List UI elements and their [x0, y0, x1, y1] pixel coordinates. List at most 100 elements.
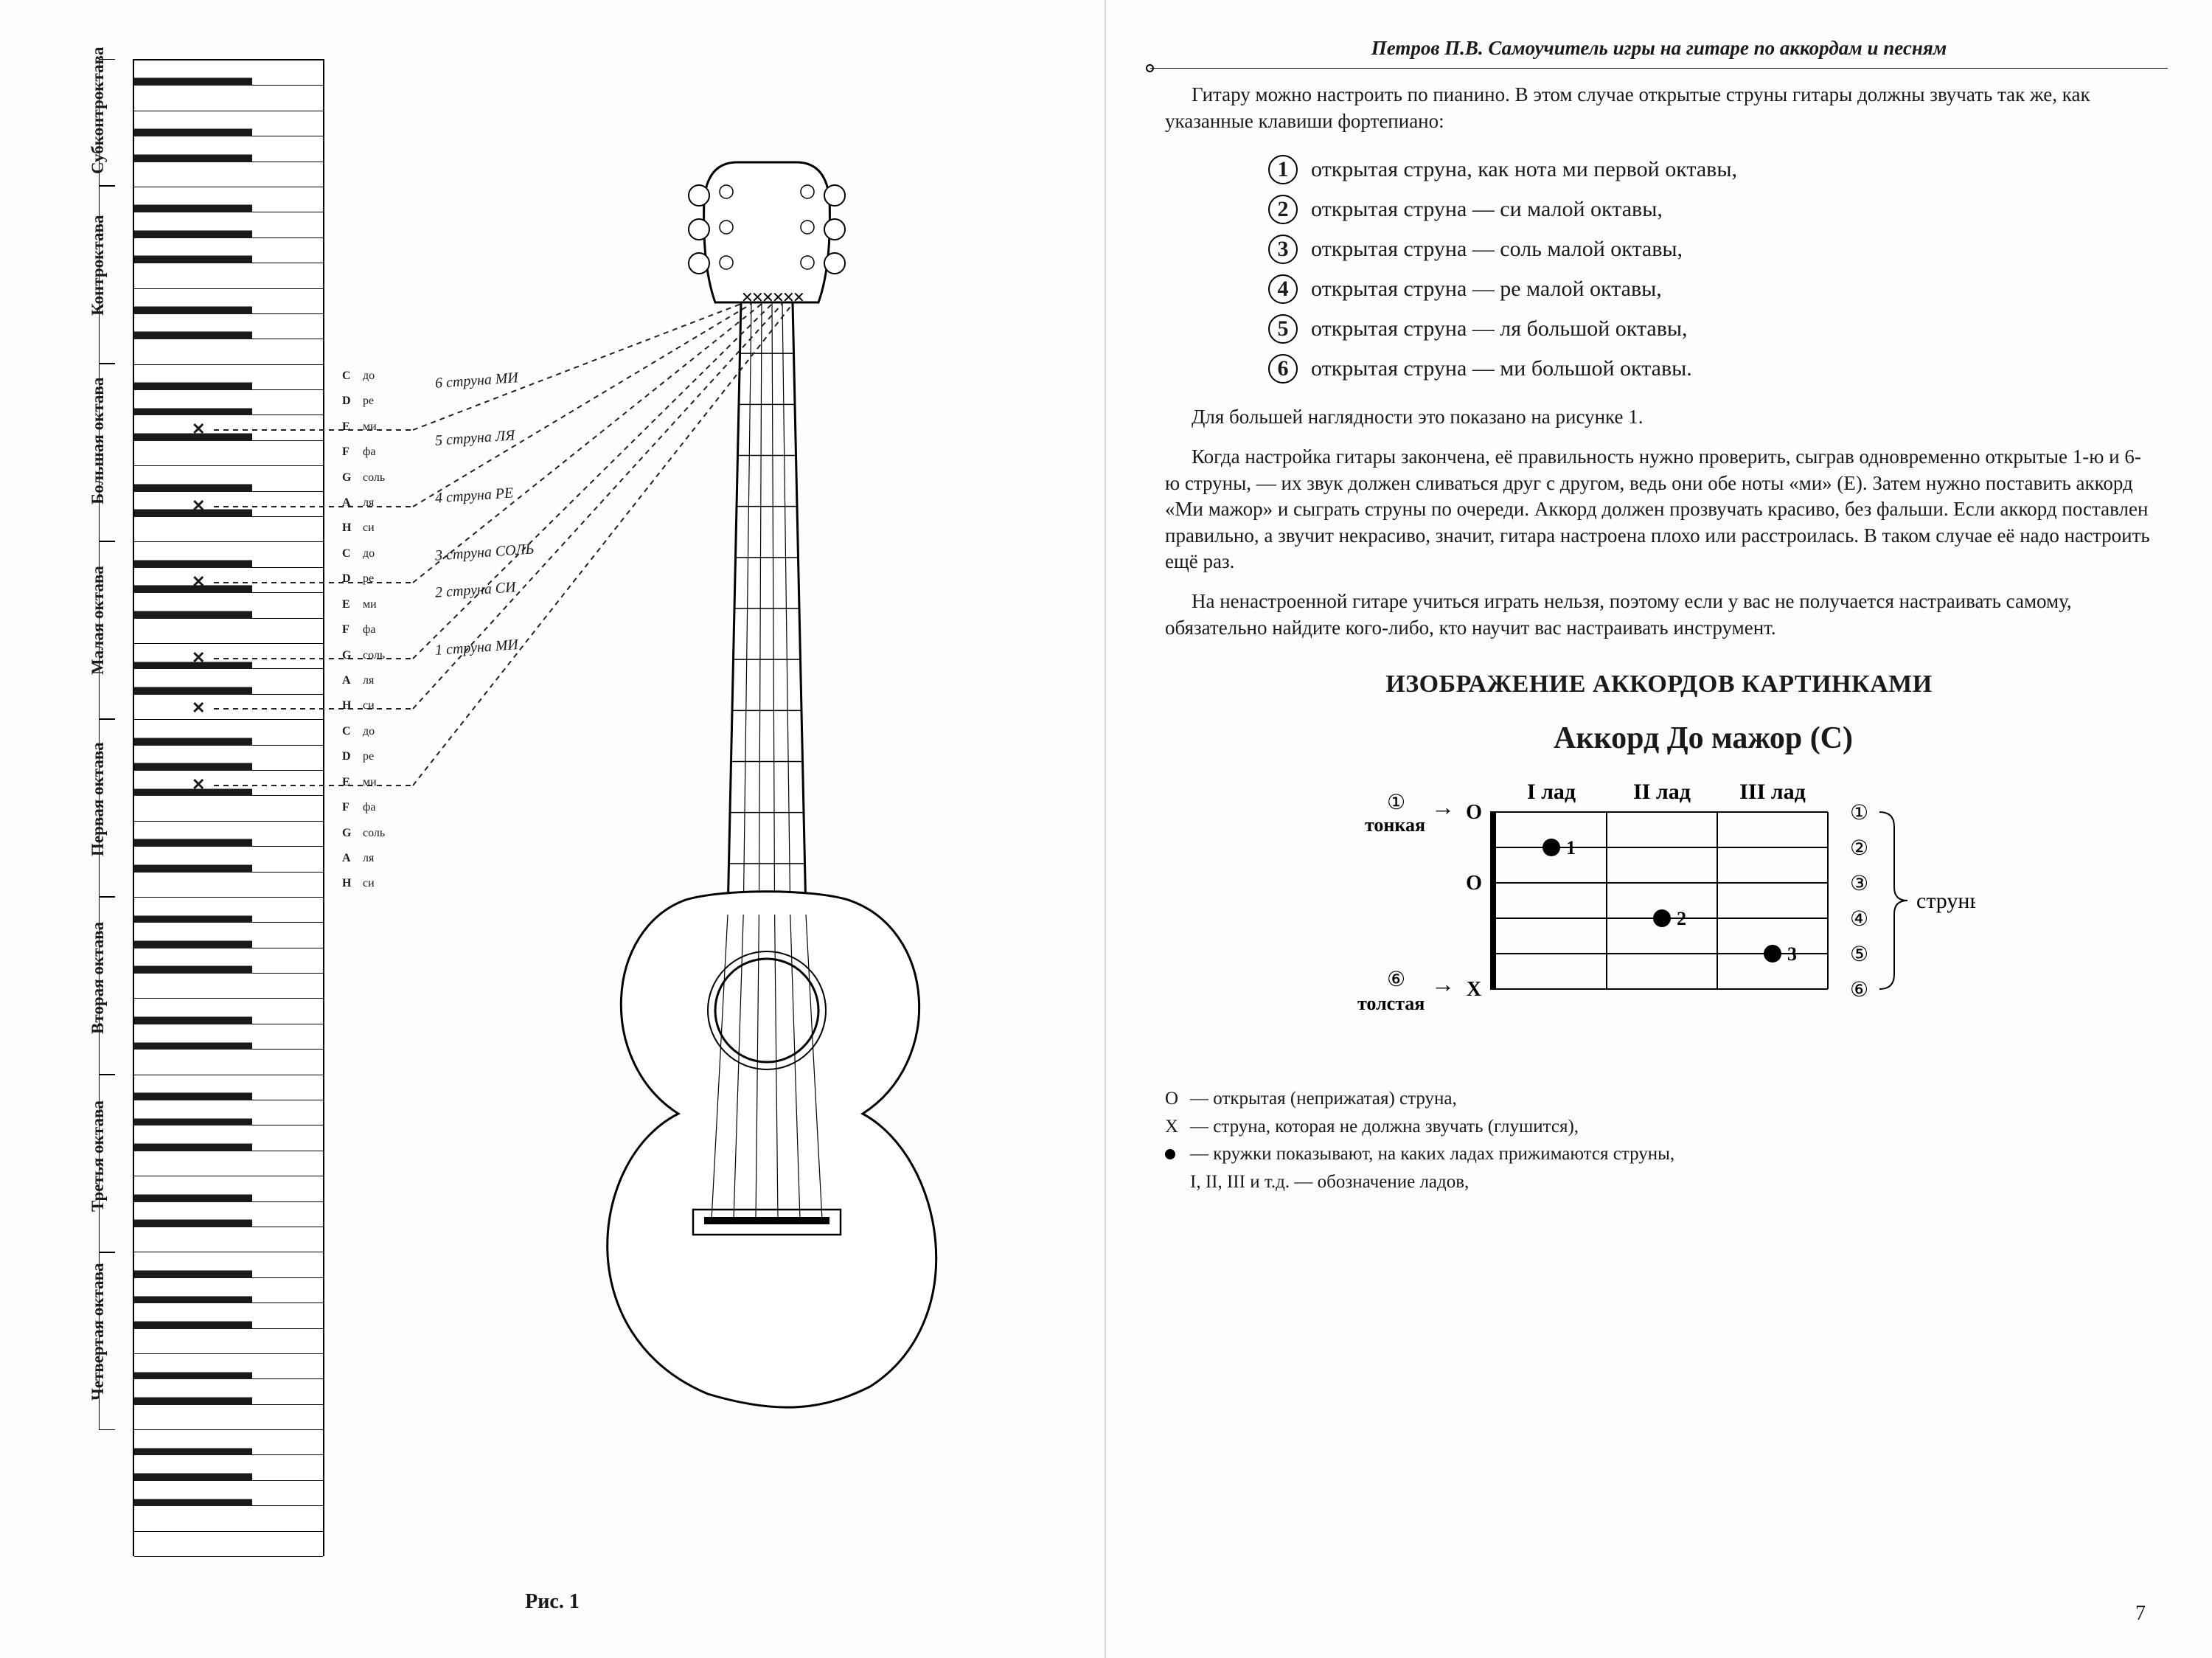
string-open-mark: O	[1466, 801, 1482, 824]
running-head-text: Петров П.В. Самоучитель игры на гитаре п…	[1371, 37, 1947, 59]
string-map-label: 2 струна СИ	[434, 579, 516, 602]
note-label: F фа	[342, 623, 375, 637]
thin-label: тонкая	[1365, 814, 1425, 836]
string-map-label: 3 струна СОЛЬ	[434, 541, 535, 564]
string-number: ③	[1850, 873, 1868, 895]
string-number-badge: 6	[1268, 354, 1298, 384]
legend-row: O— открытая (неприжатая) струна,	[1165, 1085, 2153, 1113]
string-open-mark: O	[1466, 872, 1482, 895]
octave-label: Первая октава	[88, 742, 108, 856]
string-map-label: 4 струна РЕ	[434, 485, 514, 507]
strings-label: струны	[1916, 889, 1975, 913]
tuning-item-text: открытая струна — соль малой октавы,	[1311, 237, 1683, 262]
page-left: Субконтроктава Контроктава Большая октава М…	[0, 0, 1106, 1658]
octave-label: Контроктава	[88, 215, 108, 315]
note-label: H си	[342, 877, 375, 890]
body-paragraphs: Для большей наглядности это показано на …	[1165, 404, 2153, 641]
chord-diagram: I ладII ладIII ладO①②O③④⑤X⑥123①тонкая→⑥т…	[1165, 768, 2153, 1033]
note-label: C до	[342, 725, 375, 738]
fret-label: I лад	[1527, 780, 1576, 804]
piano-key-mark: ✕	[192, 420, 205, 439]
page-right: Петров П.В. Самоучитель игры на гитаре п…	[1106, 0, 2212, 1658]
tuning-item: 4 открытая струна — ре малой октавы,	[1268, 274, 2153, 304]
thick-label: толстая	[1357, 993, 1425, 1014]
guitar-illustration	[575, 155, 959, 1409]
note-label: F фа	[342, 445, 375, 459]
string-number: ②	[1850, 837, 1868, 860]
string-number: ⑤	[1850, 943, 1868, 966]
piano-key-mark: ✕	[192, 496, 205, 516]
note-label: H си	[342, 521, 375, 535]
piano-key-mark: ✕	[192, 775, 205, 794]
string-number-badge: 3	[1268, 235, 1298, 264]
piano-key-mark: ✕	[192, 572, 205, 592]
note-label: H си	[342, 699, 375, 712]
string-number-badge: 1	[1268, 155, 1298, 184]
string-number-badge: 5	[1268, 314, 1298, 344]
string-map-label: 1 струна МИ	[434, 637, 518, 659]
tuning-item-text: открытая струна — си малой октавы,	[1311, 197, 1663, 222]
arrow-icon: →	[1431, 794, 1455, 820]
paragraph: На ненастроенной гитаре учиться играть н…	[1165, 589, 2153, 641]
string-number-badge: 2	[1268, 195, 1298, 224]
string-number-badge: 4	[1268, 274, 1298, 304]
note-label: G соль	[342, 827, 385, 840]
tuning-list: 1 открытая струна, как нота ми первой окт…	[1268, 155, 2153, 384]
octave-label: Вторая октава	[88, 921, 108, 1033]
note-label: G соль	[342, 471, 385, 485]
string-number: ④	[1850, 908, 1868, 931]
string-open-mark: X	[1467, 978, 1481, 1001]
paragraph: Для большей наглядности это показано на …	[1165, 404, 2153, 431]
string-map-label: 5 струна ЛЯ	[434, 427, 515, 450]
piano-key-mark: ✕	[192, 648, 205, 667]
tuning-item-text: открытая струна — ми большой октавы.	[1311, 356, 1692, 381]
legend-text: — открытая (неприжатая) струна,	[1190, 1085, 1457, 1113]
intro-paragraph: Гитару можно настроить по пианино. В это…	[1165, 82, 2153, 134]
note-label: G соль	[342, 649, 385, 662]
running-head: Петров П.В. Самоучитель игры на гитаре п…	[1165, 37, 2153, 69]
legend-text: I, II, III и т.д. — обозначение ладов,	[1190, 1168, 1469, 1196]
string-number: ①	[1850, 802, 1868, 825]
arrow-icon: →	[1431, 971, 1455, 997]
tuning-item-text: открытая струна — ре малой октавы,	[1311, 277, 1662, 302]
octave-label: Субконтроктава	[88, 46, 108, 174]
legend-row: — кружки показывают, на каких ладах приж…	[1165, 1140, 2153, 1168]
chord-title: Аккорд До мажор (C)	[1253, 721, 2153, 756]
page-number: 7	[2135, 1602, 2146, 1626]
legend-symbol: O	[1165, 1085, 1190, 1113]
finger-num: 2	[1677, 908, 1686, 929]
note-label: E ми	[342, 776, 377, 789]
finger-num: 1	[1566, 837, 1576, 859]
string-map-label: 6 струна МИ	[434, 370, 518, 392]
note-label: D ре	[342, 572, 374, 586]
note-label: D ре	[342, 395, 374, 408]
octave-label: Малая октава	[88, 566, 108, 675]
note-label: D ре	[342, 750, 374, 763]
piano-key-mark: ✕	[192, 698, 205, 718]
note-label: A ля	[342, 496, 374, 510]
octave-label: Большая октава	[88, 377, 108, 504]
circled-1: ①	[1387, 791, 1405, 814]
section-title: ИЗОБРАЖЕНИЕ АККОРДОВ КАРТИНКАМИ	[1165, 670, 2153, 698]
chord-svg: I ладII ладIII ладO①②O③④⑤X⑥123①тонкая→⑥т…	[1343, 768, 1975, 1033]
note-label: E ми	[342, 598, 377, 611]
finger-num: 3	[1787, 943, 1797, 965]
figure-caption: Рис. 1	[0, 1590, 1105, 1614]
note-label: C до	[342, 547, 375, 561]
tuning-item: 2 открытая струна — си малой октавы,	[1268, 195, 2153, 224]
paragraph: Когда настройка гитары закончена, её пра…	[1165, 444, 2153, 575]
chord-legend: O— открытая (неприжатая) струна,X— струн…	[1165, 1085, 2153, 1196]
legend-symbol: X	[1165, 1113, 1190, 1141]
tuning-item: 6 открытая струна — ми большой октавы.	[1268, 354, 2153, 384]
note-label: F фа	[342, 801, 375, 814]
legend-row: I, II, III и т.д. — обозначение ладов,	[1165, 1168, 2153, 1196]
circled-6: ⑥	[1387, 968, 1405, 991]
octave-label: Четвертая октава	[88, 1263, 108, 1401]
legend-row: X— струна, которая не должна звучать (гл…	[1165, 1113, 2153, 1141]
legend-text: — струна, которая не должна звучать (глу…	[1190, 1113, 1579, 1141]
legend-symbol	[1165, 1140, 1190, 1168]
tuning-item-text: открытая струна — ля большой октавы,	[1311, 316, 1688, 341]
tuning-item-text: открытая струна, как нота ми первой окта…	[1311, 157, 1737, 182]
note-label: C до	[342, 370, 375, 383]
piano-keyboard	[133, 59, 324, 1556]
